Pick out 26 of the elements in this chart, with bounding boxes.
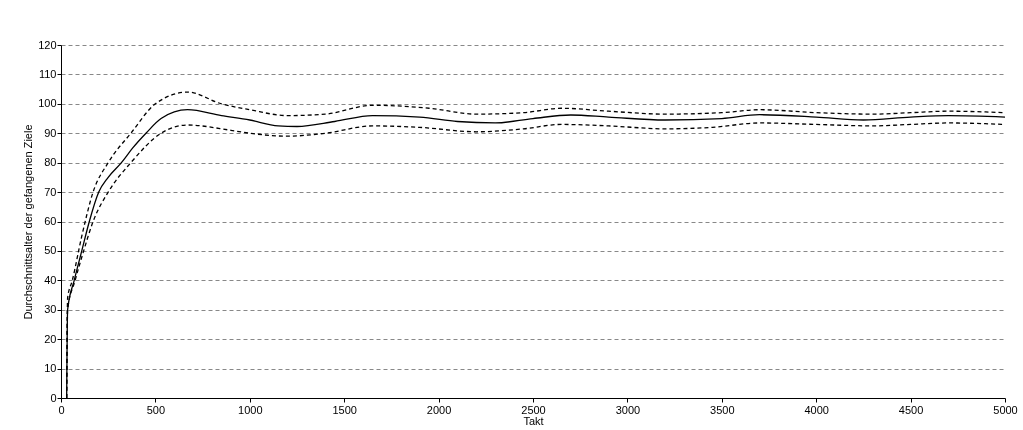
x-tick-label: 500 [146, 403, 166, 416]
y-axis-title: Durchschnittsalter der gefangenen Ziele [22, 124, 35, 320]
x-tick-label: 4500 [898, 403, 924, 416]
x-axis-title: Takt [523, 414, 544, 427]
y-tick-label: 40 [44, 273, 57, 286]
x-tick-label: 1500 [332, 403, 357, 416]
x-tick-label: 2000 [426, 403, 452, 416]
x-tick-label: 2500 [521, 403, 546, 416]
y-tick-label: 90 [44, 126, 57, 139]
y-tick-label: 100 [38, 97, 57, 110]
x-tick-label: 3500 [710, 403, 735, 416]
y-tick-label: 50 [44, 244, 57, 257]
y-tick-label: 0 [50, 391, 57, 404]
y-tick-label: 60 [44, 215, 57, 227]
y-tick-label: 20 [44, 332, 57, 345]
x-tick-label: 5000 [993, 403, 1018, 416]
x-tick-label: 4000 [804, 403, 829, 416]
y-tick-label: 120 [38, 38, 57, 51]
y-tick-label: 110 [38, 67, 57, 80]
x-tick-label: 3000 [615, 403, 641, 416]
x-tick-label: 1000 [238, 403, 263, 416]
y-tick-label: 30 [44, 303, 57, 316]
y-tick-label: 70 [44, 185, 57, 198]
x-tick-label: 0 [58, 403, 65, 416]
y-tick-label: 10 [44, 362, 57, 375]
y-tick-label: 80 [44, 156, 57, 169]
